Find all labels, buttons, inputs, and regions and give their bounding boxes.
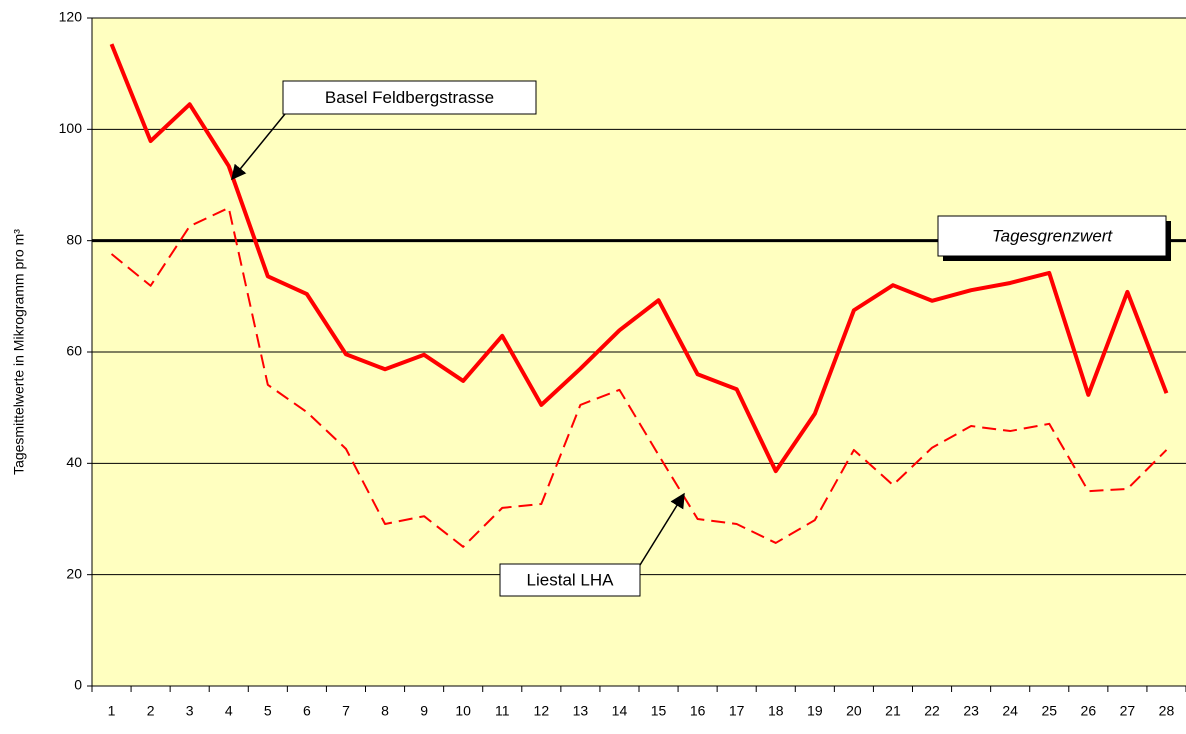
x-tick-label: 25: [1041, 703, 1057, 719]
series-annotation: Basel Feldbergstrasse: [325, 88, 494, 107]
y-tick-label: 20: [66, 565, 82, 581]
x-tick-label: 24: [1002, 703, 1018, 719]
series-annotation-box: [499, 563, 641, 597]
x-tick-label: 6: [303, 703, 311, 719]
x-tick-label: 7: [342, 703, 350, 719]
annotation-arrow: [231, 113, 286, 181]
x-tick-label: 4: [225, 703, 233, 719]
x-tick-label: 27: [1120, 703, 1136, 719]
x-tick-label: 17: [729, 703, 745, 719]
x-tick-label: 13: [573, 703, 589, 719]
x-tick-label: 3: [186, 703, 194, 719]
series-annotation: Liestal LHA: [527, 570, 615, 589]
x-tick-label: 8: [381, 703, 389, 719]
y-tick-label: 60: [66, 343, 82, 359]
y-tick-label: 40: [66, 454, 82, 470]
x-tick-label: 11: [495, 703, 510, 719]
x-tick-label: 26: [1081, 703, 1097, 719]
x-tick-label: 23: [963, 703, 979, 719]
x-tick-label: 2: [147, 703, 155, 719]
y-tick-label: 80: [66, 231, 82, 247]
reference-label: Tagesgrenzwert: [992, 226, 1114, 245]
x-tick-label: 5: [264, 703, 272, 719]
series-annotation-box: [282, 80, 537, 115]
y-axis-label: Tagesmittelwerte in Mikrogramm pro m³: [11, 229, 27, 475]
x-tick-label: 18: [768, 703, 784, 719]
x-tick-label: 28: [1159, 703, 1175, 719]
y-tick-label: 100: [59, 120, 83, 136]
y-tick-label: 0: [74, 677, 82, 693]
x-tick-label: 21: [885, 703, 901, 719]
x-tick-label: 10: [455, 703, 471, 719]
series-line: [109, 43, 1169, 474]
x-tick-label: 22: [924, 703, 940, 719]
y-tick-label: 120: [59, 9, 83, 25]
x-tick-label: 16: [690, 703, 706, 719]
x-tick-label: 19: [807, 703, 823, 719]
x-tick-label: 1: [108, 703, 116, 719]
x-tick-label: 12: [534, 703, 550, 719]
series-line: [110, 206, 1168, 548]
x-tick-label: 9: [420, 703, 428, 719]
x-tick-label: 14: [612, 703, 628, 719]
x-tick-label: 15: [651, 703, 667, 719]
annotation-arrow: [639, 492, 685, 566]
x-tick-label: 20: [846, 703, 862, 719]
reference-label-box: [937, 215, 1167, 257]
